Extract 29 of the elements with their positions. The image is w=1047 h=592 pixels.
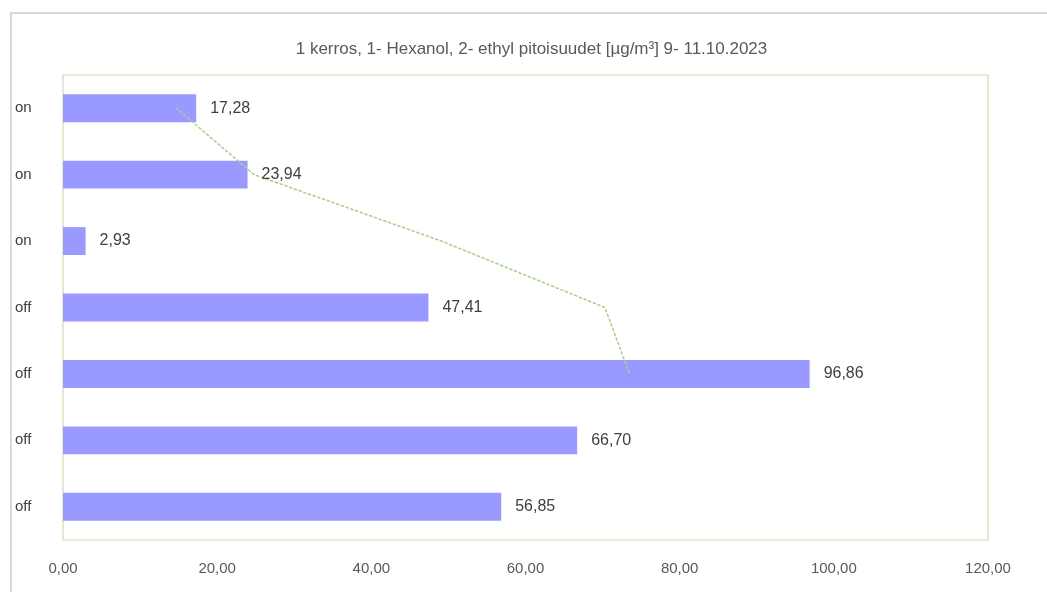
x-tick-label: 0,00 xyxy=(48,559,78,577)
data-label: 23,94 xyxy=(261,165,302,183)
x-tick-label: 80,00 xyxy=(660,559,699,577)
data-label: 66,70 xyxy=(591,430,632,448)
data-label: 96,86 xyxy=(823,364,864,382)
bar xyxy=(63,94,197,123)
bar xyxy=(63,227,86,256)
chart-title: 1 kerros, 1- Hexanol, 2- ethyl pitoisuudet [µg/m³] 9- 11.10.2023 xyxy=(295,38,768,58)
data-label: 56,85 xyxy=(515,497,556,515)
bar xyxy=(63,492,502,521)
data-label: 17,28 xyxy=(210,98,251,116)
bar xyxy=(63,293,429,322)
y-tick-label: off xyxy=(15,496,33,514)
x-tick-label: 120,00 xyxy=(965,559,1011,577)
y-tick-label: on xyxy=(15,98,32,116)
bar xyxy=(63,359,810,388)
x-tick-label: 40,00 xyxy=(352,559,391,577)
y-tick-label: off xyxy=(15,297,33,315)
x-tick-label: 20,00 xyxy=(198,559,236,577)
y-tick-label: off xyxy=(15,430,33,448)
data-label: 47,41 xyxy=(442,297,483,315)
y-tick-label: on xyxy=(15,164,32,182)
x-tick-label: 100,00 xyxy=(810,559,857,577)
y-tick-label: off xyxy=(15,364,33,382)
y-tick-label: on xyxy=(15,231,32,249)
data-label: 2,93 xyxy=(99,231,131,249)
bar xyxy=(63,160,248,189)
x-tick-label: 60,00 xyxy=(506,559,545,577)
bar xyxy=(63,426,578,455)
